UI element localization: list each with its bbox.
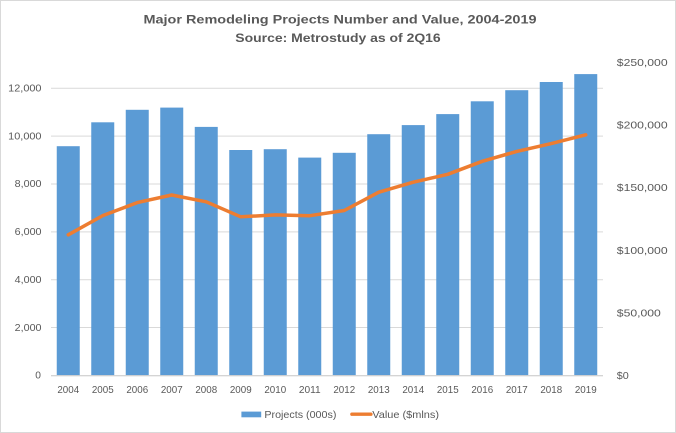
svg-text:Source: Metrostudy as of 2Q16: Source: Metrostudy as of 2Q16 <box>235 31 441 45</box>
svg-text:2008: 2008 <box>195 385 217 396</box>
svg-text:Projects (000s): Projects (000s) <box>264 410 336 421</box>
svg-text:2,000: 2,000 <box>15 323 42 334</box>
svg-text:2012: 2012 <box>333 385 355 396</box>
svg-text:$150,000: $150,000 <box>617 183 668 194</box>
svg-text:12,000: 12,000 <box>8 84 42 95</box>
svg-text:2017: 2017 <box>506 385 528 396</box>
svg-text:2005: 2005 <box>92 385 114 396</box>
svg-text:2006: 2006 <box>126 385 148 396</box>
svg-text:2010: 2010 <box>264 385 286 396</box>
svg-text:$50,000: $50,000 <box>617 308 661 319</box>
svg-text:2016: 2016 <box>471 385 493 396</box>
svg-text:$100,000: $100,000 <box>617 246 668 257</box>
svg-text:2018: 2018 <box>540 385 562 396</box>
svg-text:0: 0 <box>35 371 41 382</box>
svg-text:$250,000: $250,000 <box>617 58 668 69</box>
svg-text:10,000: 10,000 <box>8 131 42 142</box>
svg-text:2013: 2013 <box>368 385 390 396</box>
svg-text:Major Remodeling Projects Numb: Major Remodeling Projects Number and Val… <box>144 13 537 27</box>
svg-text:6,000: 6,000 <box>15 227 42 238</box>
svg-text:2004: 2004 <box>57 385 79 396</box>
svg-text:8,000: 8,000 <box>15 179 42 190</box>
svg-text:2014: 2014 <box>402 385 424 396</box>
svg-text:2015: 2015 <box>437 385 459 396</box>
svg-text:2009: 2009 <box>230 385 252 396</box>
svg-text:Value ($mlns): Value ($mlns) <box>372 410 439 421</box>
svg-text:2019: 2019 <box>575 385 597 396</box>
svg-text:2007: 2007 <box>161 385 183 396</box>
svg-text:2011: 2011 <box>299 385 321 396</box>
svg-text:$200,000: $200,000 <box>617 121 668 132</box>
svg-text:4,000: 4,000 <box>15 275 42 286</box>
svg-text:$0: $0 <box>617 371 629 382</box>
